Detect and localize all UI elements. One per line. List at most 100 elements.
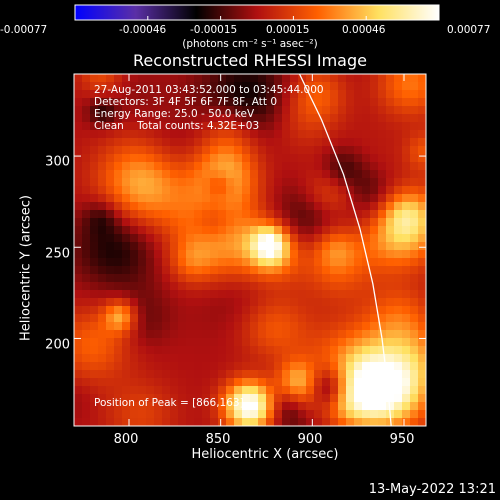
heatmap-cell [218, 338, 227, 347]
y-tick-label: 250 [45, 246, 70, 262]
heatmap-cell [402, 322, 411, 331]
heatmap-cell [290, 410, 299, 419]
heatmap-cell [298, 386, 307, 395]
heatmap-cell [338, 250, 347, 259]
heatmap-cell [322, 210, 331, 219]
heatmap-cell [226, 410, 235, 419]
heatmap-cell [138, 242, 147, 251]
heatmap-cell [378, 330, 387, 339]
heatmap-cell [274, 266, 283, 275]
heatmap-cell [226, 186, 235, 195]
heatmap-cell [258, 338, 267, 347]
heatmap-cell [370, 386, 379, 395]
heatmap-cell [210, 354, 219, 363]
heatmap-cell [186, 394, 195, 403]
heatmap-cell [362, 370, 371, 379]
heatmap-cell [266, 170, 275, 179]
heatmap-cell [314, 114, 323, 123]
heatmap-cell [402, 274, 411, 283]
heatmap-cell [370, 370, 379, 379]
heatmap-cell [226, 194, 235, 203]
heatmap-cell [138, 266, 147, 275]
heatmap-cell [402, 98, 411, 107]
heatmap-cell [234, 98, 243, 107]
heatmap-cell [218, 242, 227, 251]
heatmap-cell [210, 370, 219, 379]
heatmap-cell [282, 298, 291, 307]
heatmap-cell [202, 74, 211, 83]
heatmap-cell [402, 330, 411, 339]
heatmap-cell [234, 306, 243, 315]
heatmap-cell [386, 394, 395, 403]
heatmap-cell [170, 186, 179, 195]
y-tick-label: 200 [45, 337, 70, 353]
heatmap-cell [114, 346, 123, 355]
heatmap-cell [338, 354, 347, 363]
heatmap-cell [194, 106, 203, 115]
heatmap-cell [122, 298, 131, 307]
heatmap-cell [282, 82, 291, 91]
heatmap-cell [354, 226, 363, 235]
heatmap-cell [378, 234, 387, 243]
heatmap-cell [322, 266, 331, 275]
heatmap-cell [178, 314, 187, 323]
heatmap-cell [82, 138, 91, 147]
heatmap-cell [154, 322, 163, 331]
heatmap-cell [290, 210, 299, 219]
heatmap-cell [130, 370, 139, 379]
plot-frame [73, 73, 427, 427]
heatmap-cell [274, 106, 283, 115]
heatmap-cell [282, 90, 291, 99]
heatmap-cell [346, 354, 355, 363]
heatmap-cell [186, 242, 195, 251]
heatmap-cell [226, 250, 235, 259]
heatmap-cell [394, 290, 403, 299]
heatmap-cell [226, 394, 235, 403]
heatmap-cell [226, 314, 235, 323]
heatmap-cell [74, 354, 83, 363]
heatmap-cell [138, 386, 147, 395]
heatmap-cell [74, 178, 83, 187]
heatmap-cell [370, 194, 379, 203]
heatmap-cell [186, 98, 195, 107]
heatmap-cell [418, 186, 426, 195]
heatmap-cell [402, 82, 411, 91]
heatmap-cell [394, 250, 403, 259]
heatmap-cell [282, 234, 291, 243]
heatmap-cell [250, 410, 259, 419]
heatmap-cell [178, 330, 187, 339]
heatmap-cell [410, 258, 419, 267]
heatmap-cell [114, 290, 123, 299]
heatmap-cell [162, 386, 171, 395]
heatmap-cell [194, 258, 203, 267]
heatmap-cell [234, 234, 243, 243]
heatmap-cell [370, 314, 379, 323]
heatmap-cell [418, 194, 426, 203]
heatmap-cell [250, 314, 259, 323]
heatmap-cell [90, 82, 99, 91]
heatmap-cell [98, 362, 107, 371]
heatmap-cell [266, 330, 275, 339]
heatmap-cell [218, 202, 227, 211]
heatmap-cell [274, 130, 283, 139]
heatmap-cell [218, 154, 227, 163]
heatmap-cell [314, 162, 323, 171]
heatmap-cell [386, 282, 395, 291]
heatmap-cell [178, 74, 187, 83]
heatmap-cell [90, 90, 99, 99]
heatmap-cell [218, 82, 227, 91]
heatmap-cell [146, 242, 155, 251]
heatmap-cell [186, 354, 195, 363]
heatmap-cell [82, 122, 91, 131]
heatmap-cell [210, 194, 219, 203]
heatmap-cell [178, 122, 187, 131]
heatmap-cell [218, 410, 227, 419]
heatmap-cell [194, 210, 203, 219]
heatmap-cell [322, 138, 331, 147]
heatmap-cell [194, 98, 203, 107]
heatmap-cell [90, 114, 99, 123]
heatmap-cell [170, 282, 179, 291]
heatmap-cell [90, 186, 99, 195]
heatmap-cell [170, 202, 179, 211]
heatmap-cell [418, 418, 426, 426]
